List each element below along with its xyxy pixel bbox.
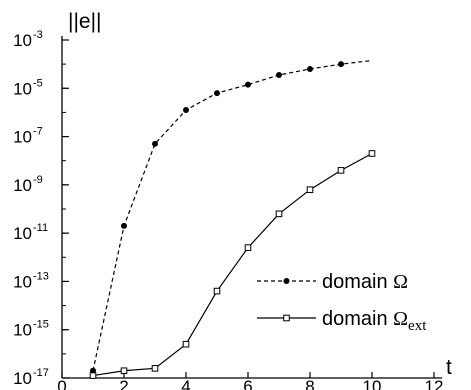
x-tick-label-12: 12 xyxy=(425,377,444,390)
series-1-point xyxy=(368,150,376,157)
legend-entry-0: domain Ω xyxy=(322,271,408,293)
series-1-point xyxy=(244,244,252,251)
x-tick-label-4: 4 xyxy=(181,377,190,390)
series-1-point xyxy=(151,365,159,372)
y-tick-label-exp: -5 xyxy=(33,77,43,89)
y-tick-label-exp: -9 xyxy=(33,174,43,186)
series-0-point xyxy=(245,81,251,88)
axes xyxy=(61,36,442,379)
y-tick-label-base: 10 xyxy=(13,369,32,388)
series-0-point xyxy=(152,140,158,147)
series-line-1 xyxy=(92,152,373,377)
series-line-0 xyxy=(92,59,373,371)
y-tick-label-base: 10 xyxy=(13,31,32,50)
y-axis-label: ||e|| xyxy=(68,10,102,33)
series-0-point xyxy=(121,222,127,229)
y-tick-label-base: 10 xyxy=(13,79,32,98)
series-0-point xyxy=(214,90,220,97)
x-tick-label-6: 6 xyxy=(243,377,252,390)
y-tick-label-exp: -3 xyxy=(33,29,43,41)
series-1-point xyxy=(275,210,283,218)
series-1-point xyxy=(120,367,128,375)
y-tick-label-base: 10 xyxy=(13,272,32,291)
legend: domain Ω domain Ωext xyxy=(257,271,427,334)
y-tick-label-exp: -15 xyxy=(33,319,49,331)
y-tick-label-base: 10 xyxy=(13,128,32,147)
y-tick-label-exp: -13 xyxy=(33,270,49,282)
y-tick-label-exp: -7 xyxy=(33,126,43,138)
series-0-point xyxy=(338,61,344,68)
x-tick-label-2: 2 xyxy=(119,377,128,390)
series-1-point xyxy=(337,167,345,174)
x-tick-label-0: 0 xyxy=(57,377,66,390)
y-tick-label-base: 10 xyxy=(13,321,32,340)
series-layer xyxy=(89,59,376,379)
x-tick-label-10: 10 xyxy=(363,377,382,390)
series-0-point xyxy=(276,72,282,79)
legend-marker-0 xyxy=(283,278,290,284)
y-tick-label-base: 10 xyxy=(13,224,32,243)
legend-marker-1 xyxy=(283,314,290,322)
series-0-point xyxy=(307,65,313,72)
series-1-point xyxy=(182,340,190,348)
x-axis-label: t xyxy=(446,356,452,379)
legend-entry-1: domain Ωext xyxy=(322,308,427,334)
x-tick-label-8: 8 xyxy=(305,377,314,390)
series-1-point xyxy=(306,186,314,193)
series-1-point xyxy=(213,287,221,295)
series-0-point xyxy=(90,367,96,374)
y-tick-label-exp: -11 xyxy=(33,222,48,234)
y-tick-label-base: 10 xyxy=(13,176,32,195)
series-1-point xyxy=(89,372,97,379)
y-tick-label-exp: -17 xyxy=(33,367,49,379)
series-0-point xyxy=(183,107,189,114)
